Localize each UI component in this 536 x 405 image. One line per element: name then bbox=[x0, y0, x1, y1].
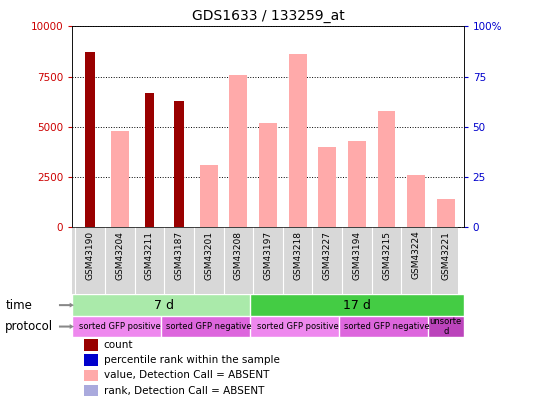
Bar bbox=[161, 316, 256, 337]
Bar bbox=[250, 294, 464, 316]
Text: GSM43215: GSM43215 bbox=[382, 231, 391, 280]
Text: sorted GFP positive: sorted GFP positive bbox=[79, 322, 161, 331]
Text: percentile rank within the sample: percentile rank within the sample bbox=[103, 355, 280, 365]
Bar bbox=[200, 165, 218, 227]
Bar bbox=[339, 316, 434, 337]
Bar bbox=[84, 354, 98, 366]
Bar bbox=[250, 316, 345, 337]
Text: rank, Detection Call = ABSENT: rank, Detection Call = ABSENT bbox=[103, 386, 264, 396]
Bar bbox=[84, 339, 98, 351]
Bar bbox=[348, 141, 366, 227]
Text: time: time bbox=[5, 298, 32, 311]
Text: sorted GFP negative: sorted GFP negative bbox=[344, 322, 429, 331]
Text: 17 d: 17 d bbox=[343, 298, 371, 311]
Bar bbox=[259, 123, 277, 227]
Bar bbox=[378, 111, 396, 227]
Text: GSM43197: GSM43197 bbox=[264, 231, 272, 280]
Text: GSM43227: GSM43227 bbox=[323, 231, 332, 279]
Bar bbox=[407, 175, 425, 227]
Bar bbox=[289, 54, 307, 227]
Text: unsorte
d: unsorte d bbox=[430, 317, 462, 336]
Text: GSM43194: GSM43194 bbox=[353, 231, 361, 280]
Text: protocol: protocol bbox=[5, 320, 54, 333]
Bar bbox=[84, 385, 98, 396]
Text: sorted GFP negative: sorted GFP negative bbox=[166, 322, 251, 331]
Text: GSM43218: GSM43218 bbox=[293, 231, 302, 280]
Bar bbox=[174, 101, 184, 227]
Title: GDS1633 / 133259_at: GDS1633 / 133259_at bbox=[192, 9, 344, 23]
Bar bbox=[72, 294, 256, 316]
Bar bbox=[318, 147, 336, 227]
Text: GSM43190: GSM43190 bbox=[86, 231, 95, 280]
Text: GSM43221: GSM43221 bbox=[441, 231, 450, 279]
Bar bbox=[145, 93, 154, 227]
Text: value, Detection Call = ABSENT: value, Detection Call = ABSENT bbox=[103, 371, 269, 380]
Text: GSM43208: GSM43208 bbox=[234, 231, 243, 280]
Text: GSM43204: GSM43204 bbox=[115, 231, 124, 279]
Bar bbox=[428, 316, 464, 337]
Bar bbox=[84, 370, 98, 381]
Bar bbox=[437, 199, 455, 227]
Text: sorted GFP positive: sorted GFP positive bbox=[257, 322, 339, 331]
Text: 7 d: 7 d bbox=[154, 298, 174, 311]
Text: GSM43211: GSM43211 bbox=[145, 231, 154, 280]
Text: GSM43187: GSM43187 bbox=[175, 231, 183, 280]
Bar bbox=[111, 131, 129, 227]
Text: GSM43201: GSM43201 bbox=[204, 231, 213, 280]
Bar bbox=[85, 53, 95, 227]
Text: GSM43224: GSM43224 bbox=[412, 231, 421, 279]
Text: count: count bbox=[103, 340, 133, 350]
Bar bbox=[72, 316, 167, 337]
Bar bbox=[229, 75, 247, 227]
